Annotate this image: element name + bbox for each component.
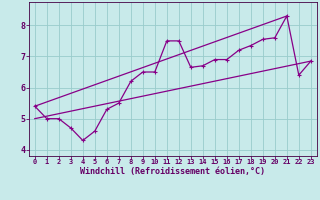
X-axis label: Windchill (Refroidissement éolien,°C): Windchill (Refroidissement éolien,°C) bbox=[80, 167, 265, 176]
